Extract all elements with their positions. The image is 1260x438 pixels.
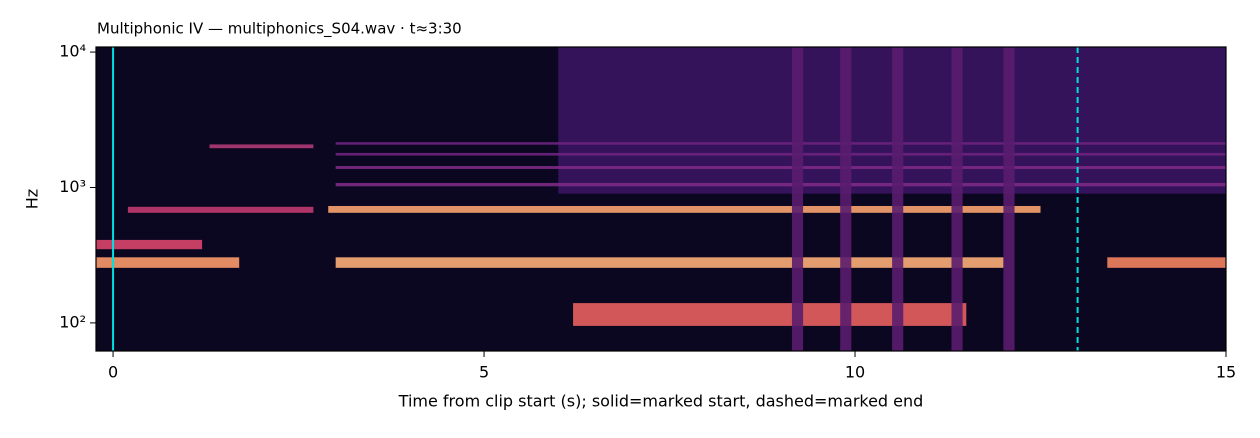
spectral-band — [573, 303, 967, 326]
spectral-band — [951, 47, 963, 351]
y-tick-label: 10⁴ — [59, 42, 86, 61]
y-axis-label: Hz — [23, 189, 42, 209]
spectral-band — [335, 166, 1227, 169]
x-tick-label: 15 — [1216, 363, 1236, 382]
x-tick-label: 10 — [845, 363, 865, 382]
spectral-band — [335, 182, 1227, 187]
spectral-band — [209, 144, 314, 149]
spectral-band — [892, 47, 904, 351]
spectral-band — [840, 47, 852, 351]
spectral-band — [127, 206, 314, 213]
spectral-band — [791, 47, 804, 351]
plot-frame — [95, 46, 1227, 352]
spectral-band — [335, 152, 1227, 156]
x-axis-label: Time from clip start (s); solid=marked s… — [398, 392, 924, 411]
y-tick-label: 10³ — [59, 177, 86, 196]
spectral-band — [1107, 257, 1226, 268]
spectral-band — [335, 142, 1227, 145]
spectral-band — [328, 205, 1041, 213]
chart-title: Multiphonic IV — multiphonics_S04.wav · … — [97, 20, 462, 39]
spectral-band — [96, 257, 240, 268]
x-tick-label: 0 — [108, 363, 118, 382]
spectral-band — [1003, 47, 1015, 351]
spectral-band — [96, 239, 203, 250]
spectral-band — [335, 257, 1004, 268]
y-tick-label: 10² — [59, 312, 86, 331]
x-tick-label: 5 — [479, 363, 489, 382]
